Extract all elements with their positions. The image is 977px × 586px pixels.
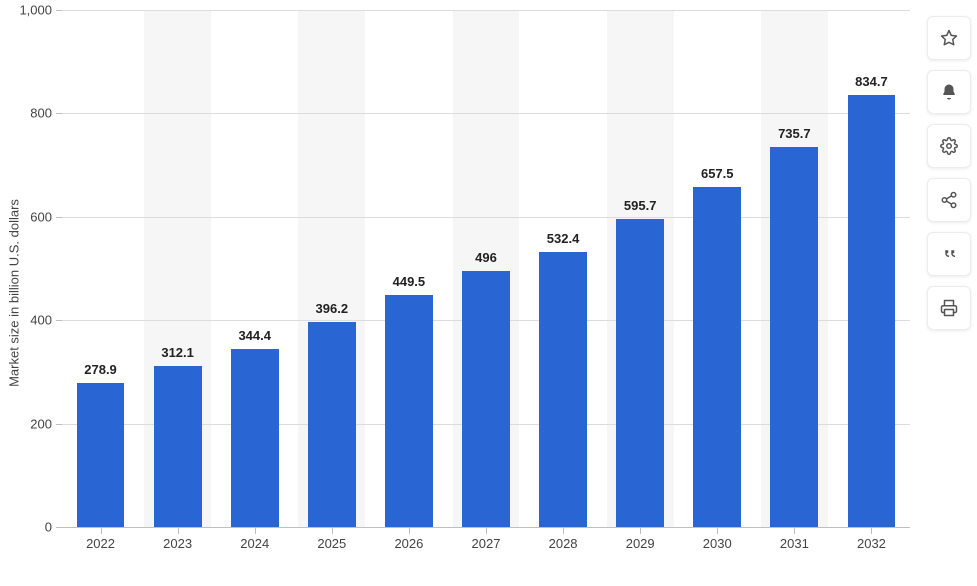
bar-value-label: 595.7	[616, 198, 664, 213]
print-button[interactable]	[927, 286, 971, 330]
x-tick-mark	[486, 528, 487, 534]
bar-value-label: 396.2	[308, 301, 356, 316]
quote-icon	[940, 245, 958, 263]
bar-value-label: 834.7	[848, 74, 896, 89]
bar-wrap: 449.5	[385, 10, 433, 527]
y-tick-label: 400	[30, 313, 62, 328]
bar[interactable]	[385, 295, 433, 527]
bar-wrap: 595.7	[616, 10, 664, 527]
bar[interactable]	[154, 366, 202, 527]
chart-area: 02004006008001,000278.9312.1344.4396.244…	[62, 10, 910, 556]
x-tick-mark	[101, 528, 102, 534]
bar-value-label: 735.7	[770, 126, 818, 141]
x-tick-label: 2028	[549, 536, 578, 551]
cite-button[interactable]	[927, 232, 971, 276]
notifications-button[interactable]	[927, 70, 971, 114]
x-tick-mark	[332, 528, 333, 534]
y-tick-label: 0	[45, 520, 62, 535]
bar[interactable]	[77, 383, 125, 527]
bar[interactable]	[770, 147, 818, 527]
bar-wrap: 344.4	[231, 10, 279, 527]
bar-value-label: 496	[462, 250, 510, 265]
x-tick-label: 2025	[317, 536, 346, 551]
bar-wrap: 496	[462, 10, 510, 527]
bar-wrap: 532.4	[539, 10, 587, 527]
bell-icon	[940, 83, 958, 101]
bar-wrap: 312.1	[154, 10, 202, 527]
bar[interactable]	[462, 271, 510, 527]
x-tick-label: 2027	[472, 536, 501, 551]
x-tick-mark	[871, 528, 872, 534]
y-tick-label: 600	[30, 209, 62, 224]
x-tick-mark	[178, 528, 179, 534]
x-tick-label: 2030	[703, 536, 732, 551]
bar[interactable]	[848, 95, 896, 527]
x-tick-mark	[563, 528, 564, 534]
x-tick-label: 2024	[240, 536, 269, 551]
bar[interactable]	[693, 187, 741, 527]
y-tick-label: 800	[30, 106, 62, 121]
x-tick-mark	[255, 528, 256, 534]
share-button[interactable]	[927, 178, 971, 222]
x-axis: 2022 2023 2024 2025 2026 2027 2028 2029 2030 2031…	[62, 528, 910, 556]
y-tick-label: 1,000	[19, 3, 62, 18]
y-tick-label: 200	[30, 416, 62, 431]
bar-value-label: 278.9	[77, 362, 125, 377]
action-toolbar	[927, 16, 971, 330]
bar[interactable]	[231, 349, 279, 527]
x-tick-label: 2026	[394, 536, 423, 551]
bar-wrap: 657.5	[693, 10, 741, 527]
bar-value-label: 657.5	[693, 166, 741, 181]
bar-wrap: 735.7	[770, 10, 818, 527]
favorite-button[interactable]	[927, 16, 971, 60]
print-icon	[940, 299, 958, 317]
share-icon	[940, 191, 958, 209]
x-tick-label: 2029	[626, 536, 655, 551]
plot-region: 02004006008001,000278.9312.1344.4396.244…	[62, 10, 910, 528]
bar[interactable]	[539, 252, 587, 527]
x-tick-mark	[794, 528, 795, 534]
bar-wrap: 396.2	[308, 10, 356, 527]
x-tick-mark	[717, 528, 718, 534]
x-tick-label: 2032	[857, 536, 886, 551]
bar-value-label: 344.4	[231, 328, 279, 343]
bar-value-label: 312.1	[154, 345, 202, 360]
bar-wrap: 278.9	[77, 10, 125, 527]
settings-button[interactable]	[927, 124, 971, 168]
star-icon	[940, 29, 958, 47]
x-tick-label: 2023	[163, 536, 192, 551]
gear-icon	[940, 137, 958, 155]
bar-wrap: 834.7	[848, 10, 896, 527]
y-axis-title: Market size in billion U.S. dollars	[7, 199, 22, 387]
x-tick-mark	[640, 528, 641, 534]
bar-value-label: 449.5	[385, 274, 433, 289]
bar[interactable]	[308, 322, 356, 527]
x-tick-label: 2022	[86, 536, 115, 551]
x-tick-label: 2031	[780, 536, 809, 551]
bar[interactable]	[616, 219, 664, 527]
bar-value-label: 532.4	[539, 231, 587, 246]
x-tick-mark	[409, 528, 410, 534]
